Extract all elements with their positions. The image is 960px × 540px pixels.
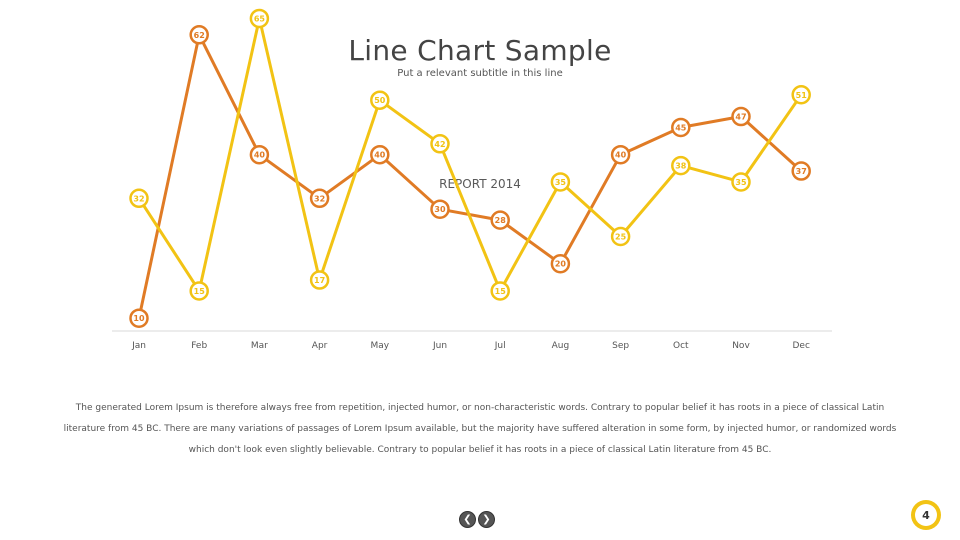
data-label: 51 — [796, 91, 808, 100]
data-point — [490, 210, 510, 230]
body-text: The generated Lorem Ipsum is therefore a… — [63, 403, 897, 455]
data-point — [490, 281, 510, 301]
data-label: 50 — [374, 96, 386, 105]
data-label: 20 — [555, 260, 567, 269]
data-label: 30 — [434, 205, 446, 214]
data-point — [309, 270, 330, 290]
line-chart: Jan Feb Mar Apr May Jun Jul Aug Sep Oct Nov Dec 10 62… — [112, 8, 832, 351]
data-point — [189, 281, 209, 301]
data-label: 35 — [555, 178, 567, 187]
x-tick-label: Mar — [251, 341, 268, 351]
data-label: 32 — [314, 194, 325, 203]
x-tick-label: Jan — [131, 341, 146, 351]
data-point — [370, 90, 390, 110]
data-label: 15 — [495, 287, 507, 296]
x-tick-label: May — [370, 341, 389, 351]
data-label: 47 — [735, 113, 746, 122]
data-point — [671, 117, 691, 138]
data-point — [309, 188, 330, 209]
data-point — [370, 144, 390, 165]
x-tick-label: Nov — [732, 341, 750, 351]
data-point — [129, 308, 149, 328]
data-label: 40 — [615, 151, 627, 160]
slide-subtitle: Put a relevant subtitle in this line — [397, 68, 563, 79]
data-label: 25 — [615, 232, 627, 241]
data-label: 35 — [735, 178, 747, 187]
data-point — [249, 8, 270, 29]
chevron-right-icon[interactable]: ❯ — [478, 511, 495, 528]
data-point — [610, 144, 631, 165]
data-point — [249, 144, 270, 165]
chart-title: REPORT 2014 — [439, 177, 521, 191]
page-number: 4 — [915, 504, 937, 526]
data-label: 32 — [133, 194, 144, 203]
data-point — [430, 134, 450, 154]
data-label: 15 — [194, 287, 206, 296]
data-label: 62 — [194, 31, 205, 40]
data-label: 28 — [495, 216, 507, 225]
data-point — [791, 85, 811, 105]
x-tick-label: Sep — [612, 341, 629, 351]
data-point — [791, 161, 811, 181]
data-point — [731, 172, 751, 192]
data-label: 42 — [434, 140, 445, 149]
series-line-2 — [137, 16, 803, 293]
x-tick-label: Oct — [673, 341, 689, 351]
x-tick-label: Apr — [312, 341, 328, 351]
data-point — [550, 172, 571, 192]
data-label: 37 — [796, 167, 807, 176]
data-label: 45 — [675, 123, 687, 132]
data-point — [671, 155, 691, 176]
data-label: 40 — [254, 151, 266, 160]
x-tick-label: Jul — [494, 341, 506, 351]
x-tick-label: Dec — [792, 341, 809, 351]
slide-title: Line Chart Sample — [348, 34, 612, 67]
chevron-left-icon[interactable]: ❮ — [459, 511, 476, 528]
x-tick-label: Aug — [552, 341, 570, 351]
data-label: 10 — [133, 314, 145, 323]
x-tick-label: Feb — [191, 341, 207, 351]
slide-nav: ❮ ❯ — [459, 511, 495, 528]
data-point — [129, 188, 149, 209]
page-number-badge: 4 — [911, 500, 941, 530]
data-label: 17 — [314, 276, 325, 285]
series-line-1 — [137, 33, 803, 319]
data-point — [731, 106, 751, 127]
data-label: 65 — [254, 14, 266, 23]
data-point — [550, 253, 571, 274]
data-point — [189, 25, 209, 45]
data-point — [610, 226, 631, 247]
data-point — [430, 199, 450, 219]
data-label: 38 — [675, 162, 687, 171]
data-label: 40 — [374, 151, 386, 160]
x-tick-label: Jun — [432, 341, 447, 351]
